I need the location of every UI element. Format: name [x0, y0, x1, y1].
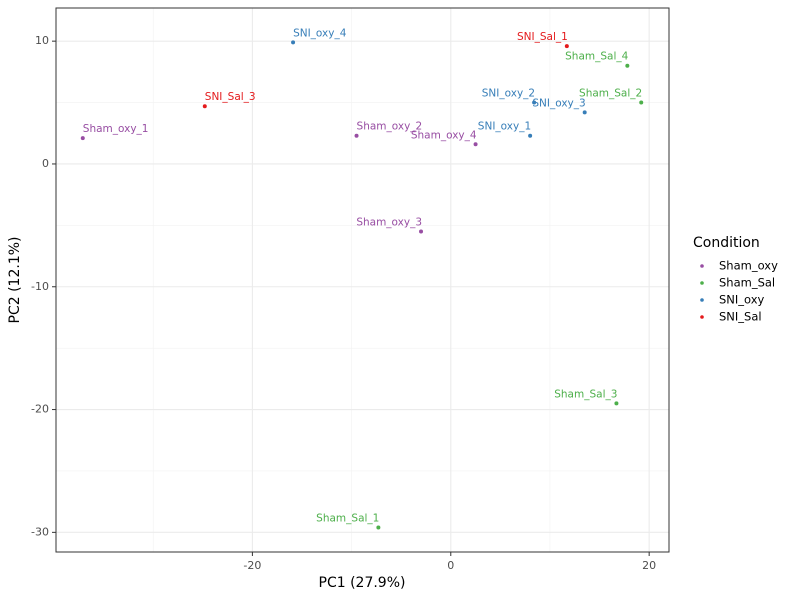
point-label: SNI_Sal_3 — [205, 91, 256, 103]
y-tick-label: -10 — [31, 280, 49, 293]
legend-swatch — [700, 315, 704, 319]
point — [528, 133, 533, 138]
legend-swatch — [700, 281, 704, 285]
point-label: SNI_oxy_2 — [482, 88, 535, 100]
point-label: Sham_Sal_3 — [554, 388, 617, 400]
x-axis-label: PC1 (27.9%) — [319, 575, 406, 591]
point-label: Sham_oxy_3 — [356, 216, 422, 228]
point — [532, 100, 537, 105]
y-axis-label: PC2 (12.1%) — [7, 237, 23, 324]
point-label: SNI_Sal_1 — [517, 31, 568, 43]
point — [376, 525, 381, 530]
legend-swatch — [700, 264, 704, 268]
plot-panel — [56, 8, 669, 552]
point-label: Sham_oxy_2 — [357, 121, 423, 133]
legend-label: SNI_Sal — [719, 310, 762, 324]
legend-label: Sham_oxy — [719, 259, 778, 273]
point — [80, 136, 85, 141]
point — [291, 40, 296, 45]
point — [419, 229, 424, 234]
x-tick-label: 0 — [447, 559, 454, 572]
point-label: Sham_oxy_1 — [83, 123, 149, 135]
y-tick-label: 0 — [42, 157, 49, 170]
point-label: SNI_oxy_1 — [478, 121, 531, 133]
y-tick-label: 10 — [35, 34, 49, 47]
y-tick-label: -20 — [31, 403, 49, 416]
y-tick-label: -30 — [31, 525, 49, 538]
point — [582, 110, 587, 115]
point — [564, 44, 569, 49]
point — [639, 100, 644, 105]
legend-label: Sham_Sal — [719, 276, 775, 290]
x-tick-label: -20 — [243, 559, 261, 572]
point — [354, 133, 359, 138]
point — [202, 104, 207, 109]
legend-swatch — [700, 298, 704, 302]
point — [473, 142, 478, 147]
point-label: Sham_Sal_1 — [316, 512, 379, 524]
point-label: Sham_oxy_4 — [411, 129, 477, 141]
point-label: SNI_oxy_3 — [532, 97, 585, 109]
legend-title: Condition — [693, 235, 760, 251]
point-label: Sham_Sal_2 — [579, 88, 642, 100]
point — [614, 401, 619, 406]
point — [625, 63, 630, 68]
x-tick-label: 20 — [642, 559, 656, 572]
legend-label: SNI_oxy — [719, 293, 765, 307]
point-label: SNI_oxy_4 — [293, 27, 347, 39]
panel-border — [55, 7, 670, 553]
point-label: Sham_Sal_4 — [565, 51, 628, 63]
